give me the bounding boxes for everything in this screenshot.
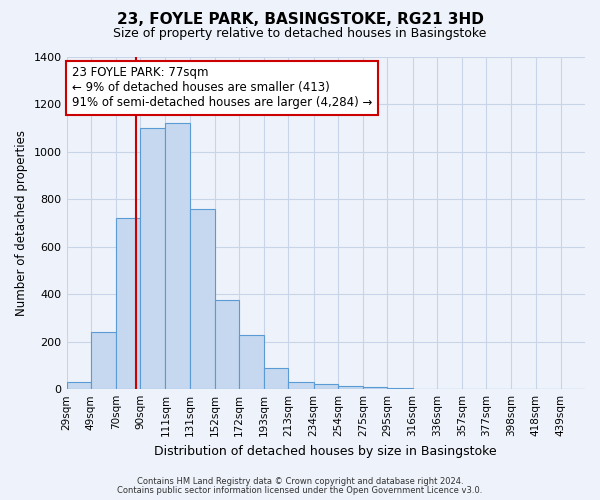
Text: 23, FOYLE PARK, BASINGSTOKE, RG21 3HD: 23, FOYLE PARK, BASINGSTOKE, RG21 3HD: [116, 12, 484, 28]
Bar: [91, 332, 116, 389]
Bar: [166, 123, 190, 389]
Bar: [387, 388, 413, 389]
Y-axis label: Number of detached properties: Number of detached properties: [15, 130, 28, 316]
Bar: [239, 334, 264, 389]
Bar: [264, 368, 289, 389]
Bar: [116, 218, 140, 389]
X-axis label: Distribution of detached houses by size in Basingstoke: Distribution of detached houses by size …: [154, 444, 497, 458]
Bar: [338, 386, 363, 389]
Bar: [140, 128, 166, 389]
Bar: [314, 384, 338, 389]
Text: Size of property relative to detached houses in Basingstoke: Size of property relative to detached ho…: [113, 28, 487, 40]
Text: 23 FOYLE PARK: 77sqm
← 9% of detached houses are smaller (413)
91% of semi-detac: 23 FOYLE PARK: 77sqm ← 9% of detached ho…: [72, 66, 372, 110]
Bar: [289, 382, 314, 389]
Bar: [190, 208, 215, 389]
Bar: [67, 382, 91, 389]
Text: Contains HM Land Registry data © Crown copyright and database right 2024.: Contains HM Land Registry data © Crown c…: [137, 477, 463, 486]
Text: Contains public sector information licensed under the Open Government Licence v3: Contains public sector information licen…: [118, 486, 482, 495]
Bar: [363, 387, 387, 389]
Bar: [215, 300, 239, 389]
